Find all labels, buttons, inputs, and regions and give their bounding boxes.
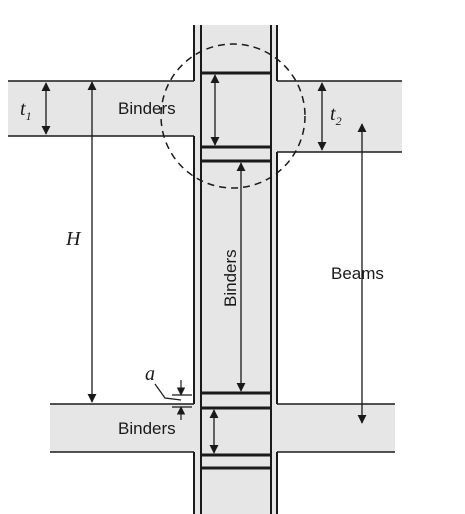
t2-label: t2 [330, 103, 342, 128]
binders-top-label: Binders [118, 99, 176, 118]
h-label: H [65, 228, 82, 250]
column-outer-edges [193, 25, 278, 514]
bottom-beam-left [50, 404, 194, 452]
column-rebars [200, 25, 272, 514]
t1-label: t1 [20, 98, 32, 123]
a-label: a [145, 363, 155, 385]
column [194, 25, 277, 514]
cover-a-dimension [154, 380, 192, 420]
binder-bars [201, 71, 271, 470]
binders-bottom-label: Binders [118, 419, 176, 438]
top-beam-right [277, 81, 402, 152]
joint-zone-circle [160, 43, 306, 189]
binders-column-label: Binders [221, 249, 240, 307]
top-beam-outline [8, 80, 402, 153]
top-beam-left [8, 81, 194, 136]
bottom-beam-right [277, 404, 395, 452]
svg-text:t1: t1 [20, 98, 32, 123]
svg-text:t2: t2 [330, 103, 342, 128]
beams-label: Beams [331, 264, 384, 283]
bottom-beam-outline [50, 403, 395, 453]
